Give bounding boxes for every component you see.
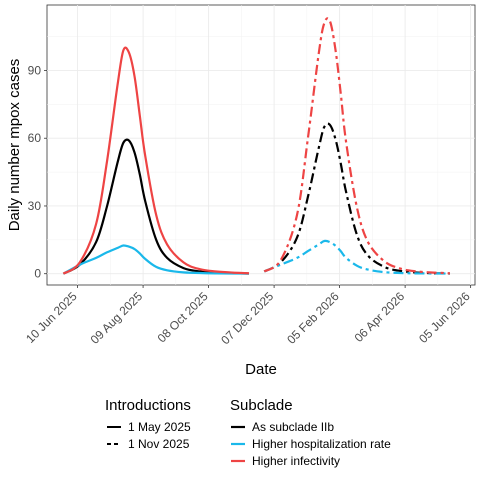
- series-line-as-subclade-iib-1-may-2025: [62, 138, 250, 275]
- x-tick-label: 05 Jun 2026: [416, 289, 473, 346]
- y-tick-label: 0: [34, 267, 41, 281]
- x-tick-label: 06 Apr 2026: [352, 289, 408, 345]
- x-tick-label: 05 Feb 2026: [284, 289, 342, 347]
- legend-subclade: Subclade As subclade IIb Higher hospital…: [230, 397, 391, 468]
- legend-introductions: Introductions 1 May 2025 1 Nov 2025: [105, 397, 191, 451]
- x-tick-label: 10 Jun 2025: [23, 289, 80, 346]
- y-tick-label: 60: [28, 131, 42, 145]
- series-line-higher-infectivity-1-may-2025: [62, 46, 250, 275]
- legend-label-1-nov-2025: 1 Nov 2025: [128, 437, 190, 451]
- legend: Introductions 1 May 2025 1 Nov 2025 Subc…: [105, 397, 391, 468]
- series-line-higher-infectivity-1-nov-2025: [263, 17, 450, 275]
- x-tick-label: 09 Aug 2025: [88, 289, 146, 347]
- legend-introductions-title: Introductions: [105, 397, 191, 414]
- legend-label-1-may-2025: 1 May 2025: [128, 420, 191, 434]
- plot-panel: [46, 4, 476, 286]
- series-line-higher-hospitalization-rate-1-may-2025: [62, 244, 250, 275]
- y-tick-label: 30: [28, 199, 42, 213]
- x-tick-label: 08 Oct 2025: [155, 289, 211, 345]
- y-ticks: 0 30 60 90: [28, 63, 47, 281]
- x-tick-label: 07 Dec 2025: [218, 289, 276, 347]
- series-line-higher-hospitalization-rate-1-nov-2025: [263, 239, 450, 275]
- y-axis-title: Daily number mpox cases: [6, 59, 23, 232]
- series-line-as-subclade-iib-1-nov-2025: [263, 122, 450, 275]
- legend-subclade-title: Subclade: [230, 397, 293, 414]
- x-axis-title: Date: [245, 361, 277, 378]
- y-tick-label: 90: [28, 63, 42, 77]
- legend-label-higher-infectivity: Higher infectivity: [252, 454, 340, 468]
- series-lines: [62, 17, 450, 275]
- legend-label-higher-hospitalization-rate: Higher hospitalization rate: [252, 437, 391, 451]
- grid: [47, 5, 475, 285]
- x-ticks: 10 Jun 2025 09 Aug 2025 08 Oct 2025 07 Dec …: [23, 285, 473, 347]
- legend-label-as-subclade-iib: As subclade IIb: [252, 420, 334, 434]
